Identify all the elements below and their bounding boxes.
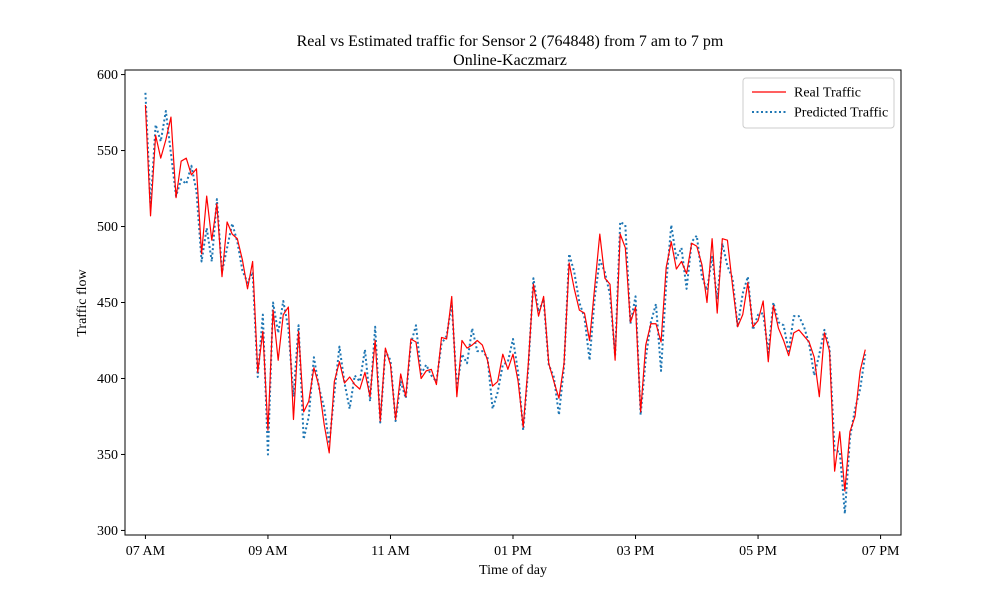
x-tick-label: 01 PM xyxy=(494,544,532,559)
legend-label-predicted: Predicted Traffic xyxy=(794,106,888,121)
y-axis-label: Traffic flow xyxy=(75,268,90,336)
series-layer xyxy=(144,92,867,515)
x-tick-label: 05 PM xyxy=(739,544,777,559)
y-axis: 300 350 400 450 500 550 600 xyxy=(97,68,125,539)
y-tick-label: 600 xyxy=(97,68,118,83)
y-tick-label: 300 xyxy=(97,524,118,539)
chart-title: Real vs Estimated traffic for Sensor 2 (… xyxy=(297,33,724,50)
x-tick-label: 07 PM xyxy=(862,544,900,559)
legend-label-real: Real Traffic xyxy=(794,86,861,101)
legend-box xyxy=(742,77,895,129)
legend: Real Traffic Predicted Traffic xyxy=(742,77,895,129)
x-axis: 07 AM 09 AM 11 AM 01 PM 03 PM 05 PM 07 PM xyxy=(126,535,900,559)
y-tick-label: 500 xyxy=(97,220,118,235)
chart-subtitle: Online-Kaczmarz xyxy=(453,52,567,69)
y-tick-label: 550 xyxy=(97,144,118,159)
y-tick-label: 450 xyxy=(97,296,118,311)
x-tick-label: 07 AM xyxy=(126,544,166,559)
y-tick-label: 400 xyxy=(97,372,118,387)
x-tick-label: 11 AM xyxy=(371,544,410,559)
y-tick-label: 350 xyxy=(97,448,118,463)
x-axis-label: Time of day xyxy=(479,563,547,578)
x-tick-label: 09 AM xyxy=(248,544,288,559)
series-line-real xyxy=(144,104,866,492)
x-tick-label: 03 PM xyxy=(617,544,655,559)
